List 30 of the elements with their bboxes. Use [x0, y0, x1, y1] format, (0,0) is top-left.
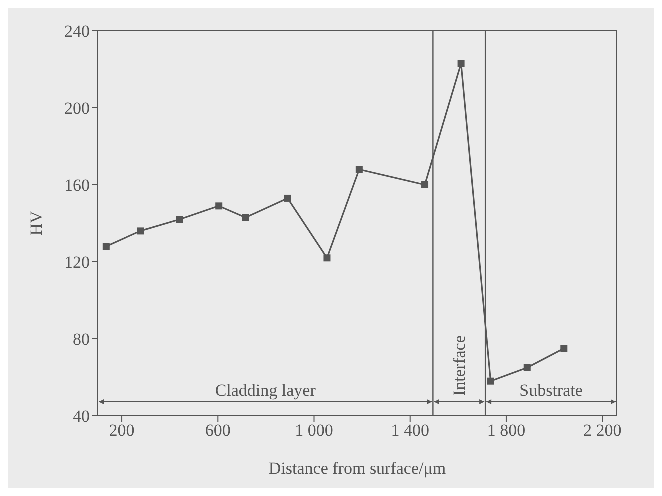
point — [560, 345, 568, 352]
point — [242, 214, 250, 222]
x-tick-label: 200 — [109, 421, 135, 440]
y-axis-title: HV — [27, 210, 46, 236]
y-tick-label: 120 — [64, 253, 90, 272]
point — [102, 243, 110, 250]
point — [356, 166, 363, 174]
x-tick-label: 1 400 — [391, 421, 430, 440]
point — [458, 60, 465, 68]
x-axis-title: Distance from surface/μm — [268, 459, 446, 478]
y-tick-label: 160 — [64, 176, 90, 196]
point — [137, 228, 144, 235]
point — [487, 378, 494, 385]
point — [324, 254, 331, 262]
y-tick-label: 200 — [64, 99, 90, 118]
annotation: Interface — [450, 336, 469, 396]
point — [524, 364, 531, 372]
x-tick-label: 600 — [205, 421, 231, 440]
annotation: Substrate — [520, 381, 583, 400]
point — [216, 202, 223, 210]
point — [422, 182, 429, 188]
x-tick-label: 1 000 — [295, 421, 334, 440]
y-tick-label: 80 — [73, 330, 90, 350]
point — [284, 194, 292, 202]
y-tick-label: 40 — [73, 407, 90, 426]
x-tick-label: 2 200 — [583, 421, 622, 440]
point — [176, 216, 184, 224]
y-tick-label: 240 — [64, 22, 90, 42]
x-tick-label: 1 800 — [487, 421, 526, 440]
annotation: Cladding layer — [215, 381, 316, 400]
